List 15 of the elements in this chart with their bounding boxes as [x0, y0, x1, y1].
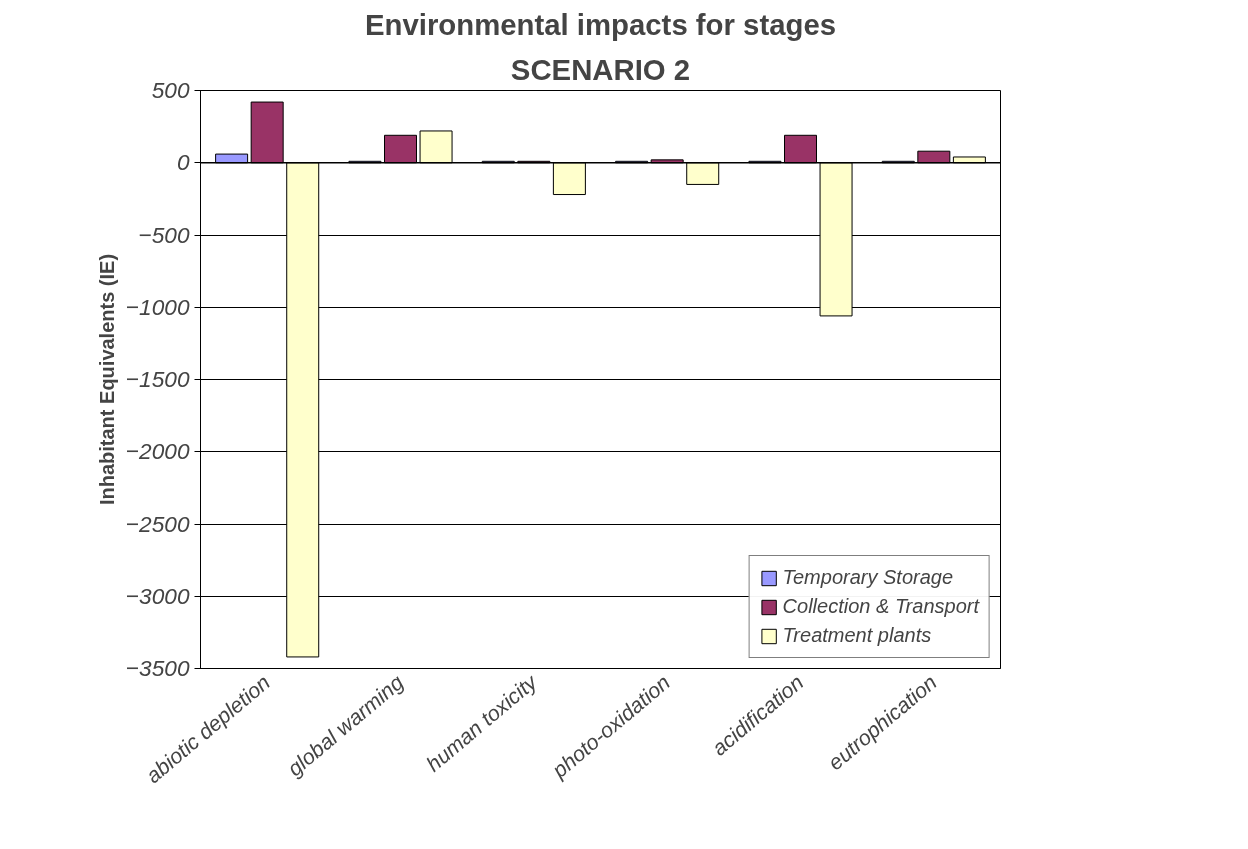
- legend-label: Temporary Storage: [782, 566, 954, 589]
- legend-label: Treatment plants: [782, 624, 932, 647]
- y-tick-label: −2500: [125, 510, 190, 537]
- y-tick-label: −3000: [125, 582, 190, 609]
- chart-subtitle: SCENARIO 2: [510, 52, 691, 86]
- legend-label: Collection & Transport: [782, 595, 979, 618]
- chart-title: Environmental impacts for stages: [364, 7, 837, 41]
- y-tick-label: −2000: [125, 438, 190, 465]
- y-tick-label: 500: [151, 77, 190, 103]
- y-tick-label: −1500: [125, 366, 190, 392]
- y-tick-label: −1000: [125, 293, 190, 320]
- y-tick-label: −3500: [125, 655, 190, 681]
- y-tick-label: −500: [138, 221, 190, 248]
- y-axis-title: Inhabitant Equivalents (IE): [95, 253, 118, 506]
- y-tick-label: 0: [176, 149, 190, 176]
